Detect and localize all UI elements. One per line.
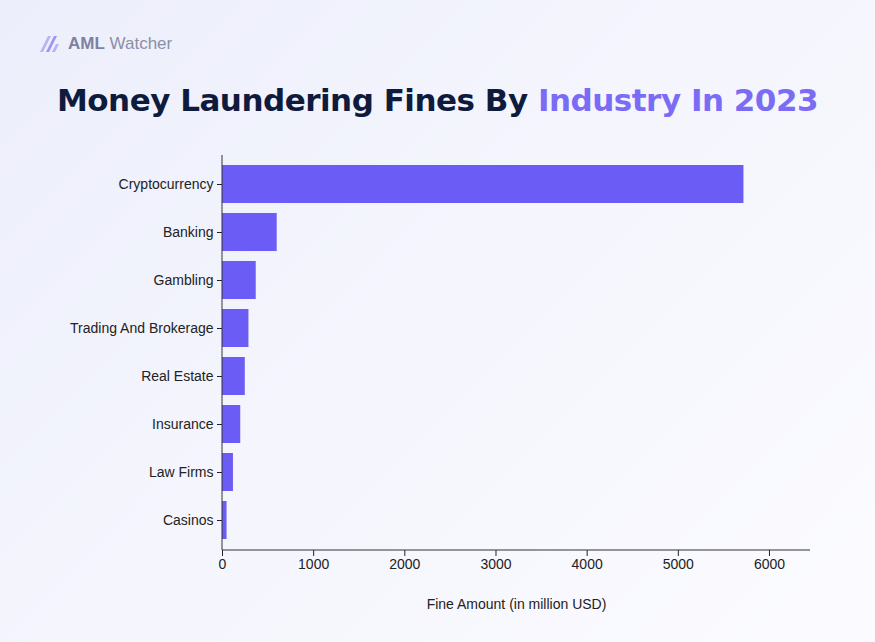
svg-text:6000: 6000 [754,556,785,572]
svg-text:Cryptocurrency: Cryptocurrency [119,176,214,192]
svg-text:Casinos: Casinos [163,512,214,528]
svg-text:Banking: Banking [163,224,214,240]
html-text:AML Watcher: AML Watcher [68,34,173,53]
svg-text:4000: 4000 [572,556,603,572]
html-text:Money Laundering Fines By Indu: Money Laundering Fines By Industry In 20… [56,82,819,118]
svg-text:0: 0 [219,556,227,572]
svg-text:Gambling: Gambling [154,272,214,288]
svg-text:Real Estate: Real Estate [141,368,214,384]
svg-text:3000: 3000 [480,556,511,572]
svg-text:1000: 1000 [298,556,329,572]
svg-text:Trading And Brokerage: Trading And Brokerage [70,320,214,336]
svg-text:Law Firms: Law Firms [149,464,214,480]
svg-text:Fine Amount (in million USD): Fine Amount (in million USD) [427,596,607,612]
svg-text:5000: 5000 [663,556,694,572]
svg-text:2000: 2000 [389,556,420,572]
svg-text:Insurance: Insurance [152,416,214,432]
